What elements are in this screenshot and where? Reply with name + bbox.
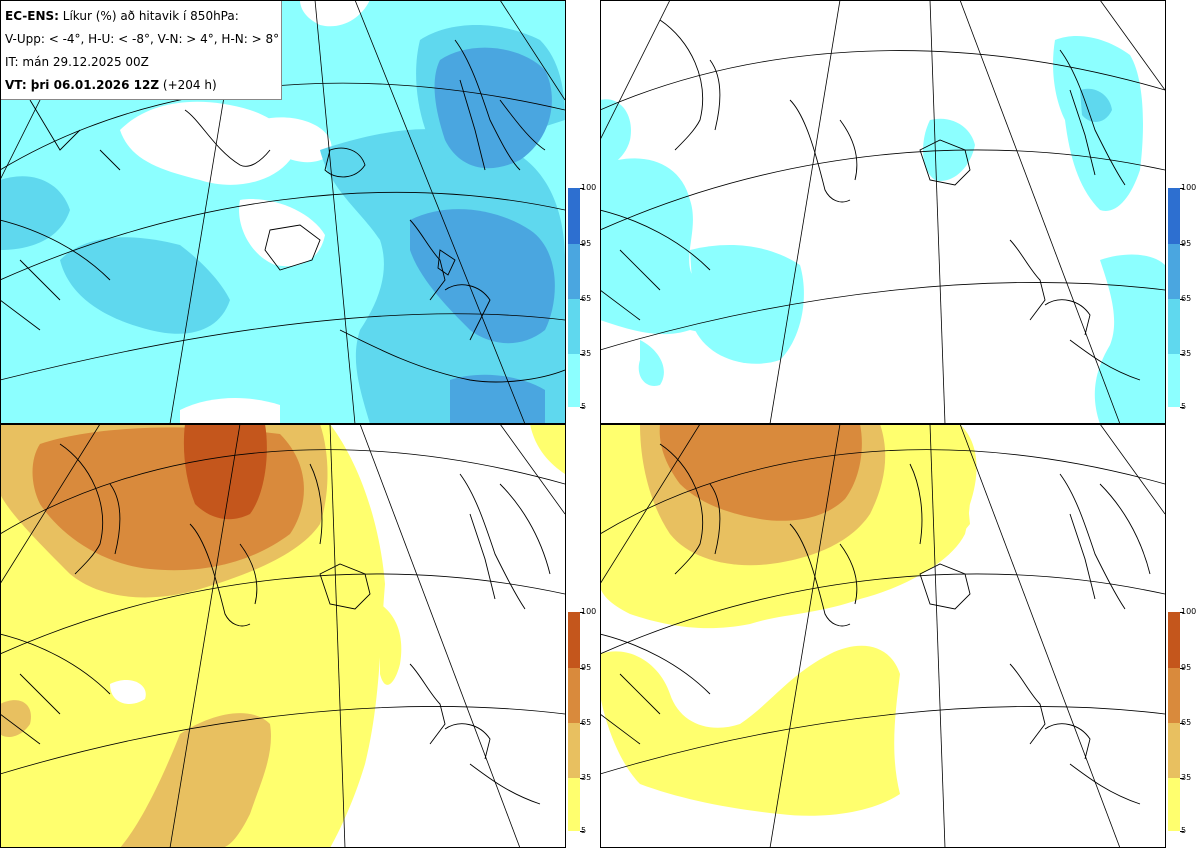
colorbar-tick: 35: [581, 349, 592, 358]
colorbar-tick: 65: [1181, 718, 1192, 727]
colorbar-tick: 5: [1181, 826, 1187, 835]
colorbar-tick: 100: [1181, 607, 1197, 616]
colorbar-warm-right: 100 95 65 35 5: [1168, 608, 1200, 835]
colorbar-tick: 35: [581, 773, 592, 782]
colorbar-tick: 100: [581, 607, 597, 616]
colorbar-tick: 95: [581, 663, 592, 672]
model-label: EC-ENS:: [5, 9, 59, 23]
colorbar-tick: 100: [581, 183, 597, 192]
probability-map-cold-8: [600, 0, 1165, 424]
valid-time-line: VT: þri 06.01.2026 12Z (+204 h): [5, 74, 277, 97]
valid-time-label: VT: þri 06.01.2026 12Z: [5, 78, 160, 92]
colorbar-tick: 65: [581, 294, 592, 303]
map-panel-top-right: [600, 0, 1165, 424]
title-text: Líkur (%) að hitavik í 850hPa:: [62, 9, 239, 23]
colorbar-tick: 95: [581, 239, 592, 248]
map-panel-top-left: EC-ENS: Líkur (%) að hitavik í 850hPa: V…: [0, 0, 565, 424]
probability-map-warm-8: [600, 424, 1165, 848]
colorbar-blue-left: 100 95 65 35 5: [568, 184, 614, 411]
map-panel-bottom-right: [600, 424, 1165, 848]
colorbar-tick: 100: [1181, 183, 1197, 192]
colorbar-tick: 95: [1181, 663, 1192, 672]
colorbar-tick: 35: [1181, 773, 1192, 782]
thresholds-line: V-Upp: < -4°, H-U: < -8°, V-N: > 4°, H-N…: [5, 32, 280, 46]
colorbar-tick: 5: [581, 826, 587, 835]
colorbar-warm-left: 100 95 65 35 5: [568, 608, 614, 835]
map-panel-bottom-left: [0, 424, 565, 848]
colorbar-tick: 95: [1181, 239, 1192, 248]
colorbar-tick: 5: [1181, 402, 1187, 411]
colorbar-tick: 65: [1181, 294, 1192, 303]
colorbar-tick: 35: [1181, 349, 1192, 358]
colorbar-blue-right: 100 95 65 35 5: [1168, 184, 1200, 411]
colorbar-tick: 5: [581, 402, 587, 411]
probability-map-cold-4: [0, 0, 565, 424]
lead-time: (+204 h): [162, 78, 217, 92]
forecast-info-box: EC-ENS: Líkur (%) að hitavik í 850hPa: V…: [0, 0, 282, 100]
colorbar-tick: 65: [581, 718, 592, 727]
title-line: EC-ENS: Líkur (%) að hitavik í 850hPa:: [5, 5, 277, 28]
init-time-line: IT: mán 29.12.2025 00Z: [5, 55, 149, 69]
probability-map-warm-4: [0, 424, 565, 848]
